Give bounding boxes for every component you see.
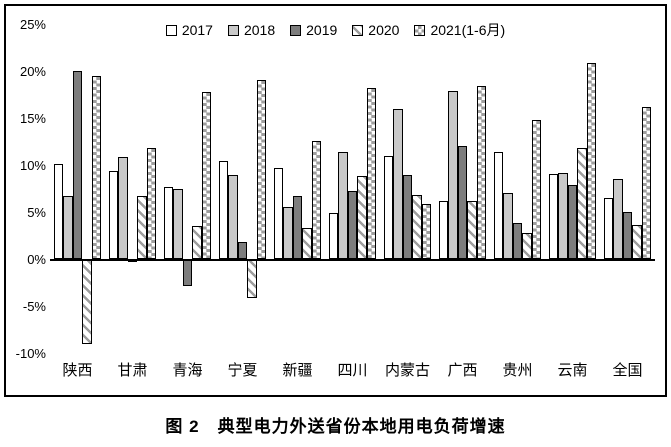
legend-label: 2018: [243, 22, 276, 38]
bar-云南-2017: [548, 174, 559, 259]
bar-云南-2021(1-6月): [586, 62, 597, 259]
x-category-label-广西: 广西: [447, 362, 478, 379]
bar-内蒙古-2019: [402, 175, 413, 259]
bar-广西-2021(1-6月): [476, 86, 487, 259]
bar-贵州-2018: [503, 193, 513, 259]
x-category-label-新疆: 新疆: [282, 362, 313, 379]
chart-legend: 2017 2018 2019 2020 2021(1-6月): [6, 20, 665, 40]
bar-云南-2019: [567, 184, 578, 259]
bar-宁夏-2017: [218, 161, 229, 259]
bar-青海-2018: [173, 189, 183, 259]
bar-甘肃-2021(1-6月): [146, 148, 157, 259]
y-tick-label: -5%: [22, 298, 46, 314]
y-tick-label: 25%: [19, 16, 46, 32]
bar-青海-2021(1-6月): [201, 91, 212, 259]
bar-四川-2018: [338, 151, 348, 259]
legend-marker-2019: [290, 24, 302, 36]
chart-frame: 2017 2018 2019 2020 2021(1-6月) 25% 20% 15% 10% 5…: [4, 4, 667, 397]
bar-内蒙古-2018: [393, 108, 403, 259]
bar-内蒙古-2020: [412, 195, 422, 259]
x-category-label-贵州: 贵州: [502, 362, 533, 379]
legend-marker-2017: [165, 24, 177, 36]
figure-caption: 图 2 典型电力外送省份本地用电负荷增速: [165, 417, 506, 436]
bar-贵州-2021(1-6月): [531, 119, 542, 259]
bar-全国-2020: [632, 225, 642, 259]
bar-chart-plot-area: [50, 24, 655, 353]
bar-云南-2020: [577, 148, 587, 259]
zero-axis-line: [50, 259, 655, 261]
bar-四川-2020: [357, 176, 367, 259]
y-tick-label: 20%: [19, 63, 46, 79]
bar-新疆-2019: [292, 196, 303, 259]
y-tick-label: 10%: [19, 157, 46, 173]
bar-新疆-2017: [273, 167, 284, 259]
bar-新疆-2018: [283, 207, 293, 259]
bar-贵州-2017: [493, 151, 504, 259]
bar-全国-2021(1-6月): [641, 106, 652, 259]
bar-陕西-2020: [82, 259, 92, 344]
legend-marker-2021(1-6月): [414, 24, 426, 36]
bar-甘肃-2018: [118, 157, 128, 259]
bar-青海-2019: [182, 259, 193, 287]
x-category-label-青海: 青海: [172, 362, 203, 379]
legend-item-2018: 2018: [227, 22, 276, 38]
bar-广西-2019: [457, 146, 468, 259]
legend-label: 2021(1-6月): [430, 22, 506, 38]
legend-marker-2020: [352, 24, 364, 36]
bar-宁夏-2019: [237, 242, 248, 259]
bar-陕西-2018: [63, 196, 73, 259]
legend-marker-2018: [227, 24, 239, 36]
bar-内蒙古-2017: [383, 155, 394, 259]
bar-广西-2018: [448, 90, 458, 259]
y-tick-label: 15%: [19, 110, 46, 126]
legend-item-2017: 2017: [165, 22, 213, 38]
x-category-label-内蒙古: 内蒙古: [384, 362, 430, 379]
legend-item-2019: 2019: [290, 22, 337, 38]
bar-广西-2017: [438, 200, 449, 259]
bar-贵州-2020: [522, 232, 532, 259]
bar-四川-2021(1-6月): [366, 87, 377, 259]
bar-甘肃-2017: [108, 170, 119, 259]
bar-宁夏-2020: [247, 259, 257, 299]
x-category-label-全国: 全国: [612, 362, 643, 379]
x-category-label-甘肃: 甘肃: [117, 362, 148, 379]
legend-label: 2017: [181, 22, 213, 38]
bar-全国-2018: [613, 179, 623, 259]
legend-label: 2019: [306, 22, 338, 38]
bar-陕西-2017: [53, 164, 64, 259]
legend-item-2020: 2020: [352, 22, 399, 38]
bar-青海-2017: [163, 186, 174, 259]
x-category-label-陕西: 陕西: [62, 362, 93, 379]
bar-宁夏-2021(1-6月): [256, 80, 267, 259]
bar-陕西-2019: [72, 71, 83, 259]
bar-陕西-2021(1-6月): [91, 75, 102, 259]
bar-全国-2017: [603, 197, 614, 259]
bar-青海-2020: [192, 226, 202, 259]
bar-云南-2018: [558, 172, 568, 259]
legend-label: 2020: [368, 22, 400, 38]
bar-四川-2017: [328, 212, 339, 259]
legend-item-2021(1-6月): 2021(1-6月): [414, 20, 505, 40]
bar-新疆-2021(1-6月): [311, 140, 322, 259]
bar-贵州-2019: [512, 223, 523, 259]
y-tick-label: -10%: [15, 345, 46, 361]
bar-宁夏-2018: [228, 175, 238, 259]
bar-新疆-2020: [302, 227, 312, 259]
x-category-label-宁夏: 宁夏: [227, 362, 258, 379]
y-tick-label: 0%: [27, 251, 46, 267]
bar-甘肃-2020: [137, 196, 147, 259]
bar-广西-2020: [467, 200, 477, 259]
y-tick-label: 5%: [27, 204, 46, 220]
bar-四川-2019: [347, 191, 358, 259]
bar-全国-2019: [622, 212, 633, 259]
bar-内蒙古-2021(1-6月): [421, 204, 432, 259]
x-category-label-云南: 云南: [557, 362, 588, 379]
x-category-label-四川: 四川: [337, 362, 368, 379]
